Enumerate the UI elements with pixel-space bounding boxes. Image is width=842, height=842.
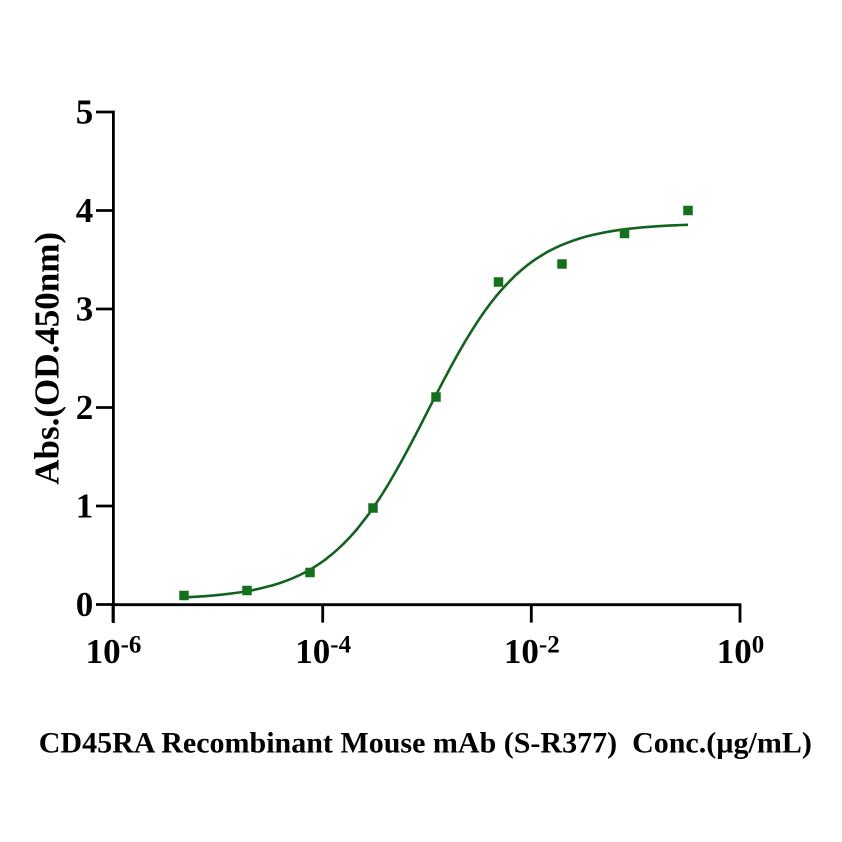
svg-text:0: 0: [76, 585, 94, 624]
svg-text:4: 4: [76, 191, 94, 230]
svg-text:5: 5: [76, 92, 94, 131]
svg-text:CD45RA Recombinant Mouse mAb (: CD45RA Recombinant Mouse mAb (S-R377) Co…: [39, 727, 812, 760]
svg-text:100: 100: [717, 632, 765, 672]
svg-text:10-2: 10-2: [504, 632, 560, 672]
svg-text:10-6: 10-6: [86, 632, 142, 672]
svg-text:1: 1: [76, 486, 94, 525]
svg-text:3: 3: [76, 289, 94, 328]
svg-text:10-4: 10-4: [295, 632, 351, 672]
svg-text:2: 2: [76, 388, 94, 427]
svg-text:Abs.(OD.450nm): Abs.(OD.450nm): [28, 232, 67, 485]
